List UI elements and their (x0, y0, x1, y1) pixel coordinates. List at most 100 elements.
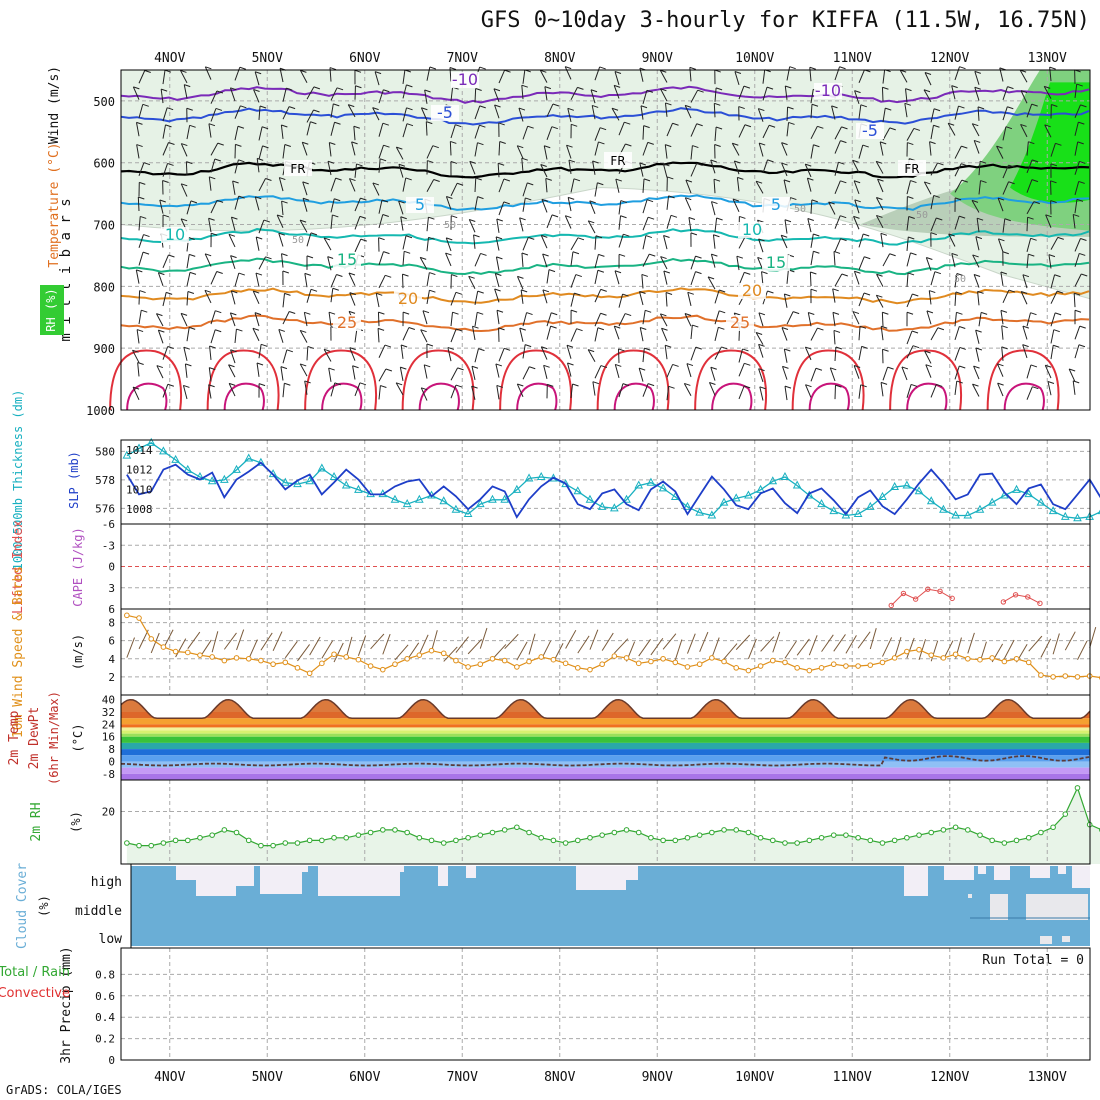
wind-barb (954, 347, 961, 361)
thickness-point (280, 477, 290, 486)
wind-barb (758, 344, 764, 358)
wind-barb-flag (405, 177, 412, 181)
wind-barb-flag (332, 287, 339, 291)
wind-barb (1026, 103, 1033, 118)
wind-barb-flag (839, 66, 846, 70)
wind-barb-flag (424, 364, 431, 368)
wind-barb-flag (568, 159, 576, 163)
wind-barb-flag (864, 256, 871, 260)
wind10m-point (855, 663, 861, 669)
wind-barb-flag (955, 291, 963, 295)
wind-barb-flag (625, 313, 632, 317)
thickness-point (451, 504, 461, 513)
wind-barb-flag (807, 177, 814, 181)
cloud-gap-high (904, 866, 928, 896)
lifted-index-point (1037, 600, 1043, 607)
lifted-index-axis-title: Lifted Index (11, 520, 26, 614)
rh2m-area (126, 787, 1100, 864)
wind-barb (925, 257, 932, 271)
wind-barb-flag (951, 85, 958, 89)
wind-barb (853, 216, 860, 230)
wind-barb (278, 177, 284, 192)
wind10m-point (477, 661, 484, 668)
rh2m-point (136, 842, 142, 849)
wind-barb (1074, 253, 1080, 267)
wind-barb (210, 310, 216, 325)
wind-barb-flag (904, 102, 911, 106)
wind-barb-flag (710, 366, 717, 370)
wind-barb (731, 142, 740, 156)
wind-barb-flag (496, 218, 503, 222)
wind-barb-flag (495, 273, 502, 276)
wind-barb-flag (767, 290, 774, 294)
wind-barb (258, 126, 263, 141)
wind10m-point (306, 670, 313, 677)
contour-label-bg (762, 197, 790, 213)
wind10m-barb (418, 634, 429, 655)
wind10m-point (392, 661, 398, 668)
wind-barb-flag (742, 348, 749, 352)
wind10m-barb (211, 631, 219, 653)
wind-barb (1026, 201, 1035, 215)
thickness-point (865, 501, 875, 510)
wind-barb-flag (544, 86, 552, 90)
wind-barb (402, 327, 410, 341)
wind-axis-title: Wind (m/s) (47, 66, 62, 144)
wind-barb-flag (468, 275, 475, 279)
wind-barb-flag (951, 252, 958, 256)
wind-barb-flag (181, 183, 188, 187)
wind-barb-flag (517, 145, 524, 149)
wind-barb-flag (142, 103, 149, 107)
wind-barb-flag (956, 311, 963, 315)
wind-barb-flag (1078, 121, 1085, 125)
wind-barb (330, 87, 338, 101)
wind-barb-flag (136, 269, 143, 273)
wind-barb (642, 90, 648, 104)
isotherm-warm-arch (304, 349, 378, 411)
wind-barb-flag (543, 364, 550, 368)
wind-barb (925, 364, 932, 378)
temp-band (121, 749, 1090, 756)
wind-barb-flag (504, 69, 511, 73)
wind-barb (162, 107, 168, 122)
wind-barb-flag (378, 237, 385, 241)
thickness-point (902, 480, 912, 489)
top-date-tick: 13NOV (1028, 51, 1067, 66)
wind-barb-flag (450, 160, 458, 164)
wind-barb (426, 237, 430, 252)
wind-barb-flag (527, 125, 534, 129)
rh2m-point (514, 824, 520, 831)
wind10m-barb (516, 641, 528, 661)
wind-barb (303, 312, 308, 327)
wind10m-point (416, 652, 423, 658)
wind10m-point (818, 665, 825, 671)
wind-barb-flag (310, 232, 318, 236)
wind-barb-flag (1030, 237, 1037, 241)
contour-label-bg (333, 315, 361, 331)
thickness-tick: 580 (95, 445, 115, 458)
contour-label-bg (284, 160, 312, 176)
wind-barb-flag (1050, 163, 1058, 167)
wind-barb-flag (718, 326, 725, 330)
wind-barb (978, 312, 982, 327)
wind-barb (784, 85, 788, 100)
wind-barb (349, 292, 356, 306)
wind-barb-flag (183, 384, 190, 388)
wind-barb-flag (815, 367, 823, 371)
wind-barb (330, 214, 333, 229)
wind10m-point (806, 667, 813, 674)
wind-barb (738, 124, 746, 138)
wind-barb-flag (359, 382, 367, 386)
wind-barb-flag (162, 214, 170, 218)
wind-barb (762, 69, 766, 84)
wind10m-point (623, 655, 630, 661)
wind-barb (520, 289, 524, 304)
wind-barb-flag (695, 346, 702, 350)
wind-barb (782, 366, 788, 380)
wind-barb-flag (168, 254, 175, 258)
wind-barb-flag (686, 363, 694, 367)
wind-barb (138, 251, 144, 266)
wind-barb (306, 289, 312, 303)
wind-barb (594, 235, 597, 250)
wind-barb (228, 364, 236, 378)
